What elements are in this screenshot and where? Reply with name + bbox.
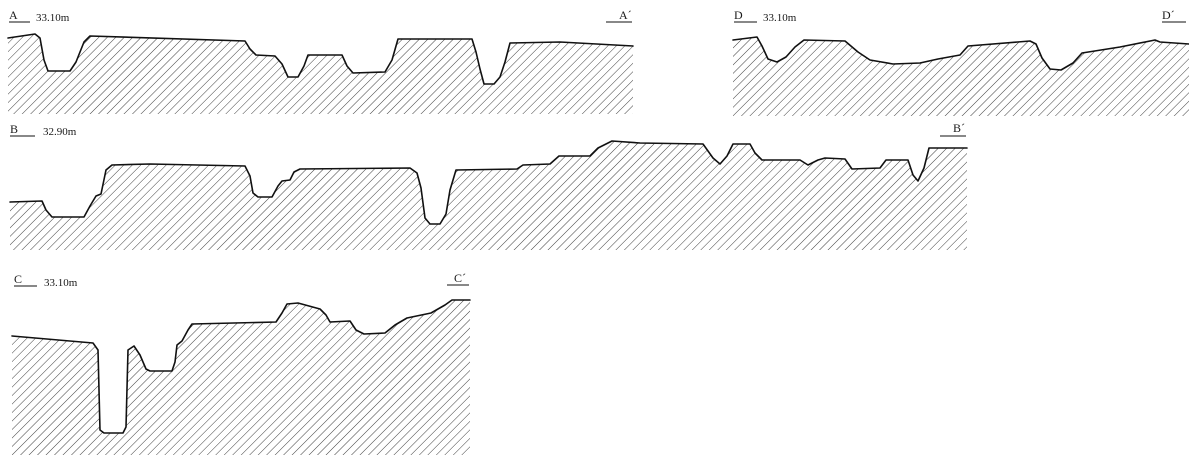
section-c-end-label: C´ <box>454 271 466 285</box>
section-b-end-label: B´ <box>953 121 965 135</box>
section-a: A 33.10m A´ <box>7 8 634 114</box>
section-b: B 32.90m B´ <box>9 121 968 250</box>
section-c: C 33.10m C´ <box>11 271 471 455</box>
section-a-ground-line <box>7 33 634 85</box>
section-c-ground-line <box>11 299 471 434</box>
section-b-ground-line <box>9 140 968 225</box>
section-a-start-label: A <box>9 8 18 22</box>
section-d-elevation: 33.10m <box>763 12 797 24</box>
section-a-elevation: 33.10m <box>36 12 70 24</box>
section-b-elevation: 32.90m <box>43 126 77 138</box>
section-c-elevation: 33.10m <box>44 277 78 289</box>
section-d-end-label: D´ <box>1162 8 1175 22</box>
section-d: D 33.10m D´ <box>732 8 1189 116</box>
section-a-end-label: A´ <box>619 8 632 22</box>
section-c-start-label: C <box>14 272 22 286</box>
section-d-start-label: D <box>734 8 743 22</box>
section-d-ground-line <box>732 36 1189 71</box>
section-b-fill <box>10 141 967 250</box>
section-a-fill <box>8 34 633 114</box>
section-d-fill <box>733 37 1189 116</box>
section-b-start-label: B <box>10 122 18 136</box>
